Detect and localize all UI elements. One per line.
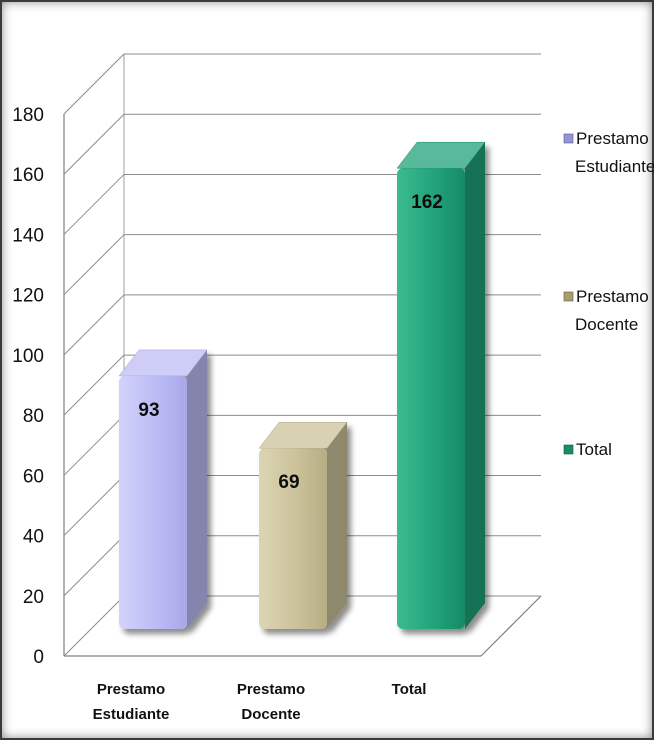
bars: 93 69 162	[118, 141, 486, 629]
y-tick-label: 160	[12, 165, 44, 186]
gridline-side-120	[63, 234, 125, 296]
gridline-side-180	[63, 53, 125, 115]
bar-front-1	[119, 375, 187, 629]
x-axis-labels: Prestamo Estudiante Prestamo Docente Total	[93, 681, 427, 723]
bar-side-1	[187, 349, 207, 629]
bar-front-2	[259, 448, 327, 629]
gridline-side-80	[63, 354, 125, 416]
y-tick-label: 40	[23, 527, 44, 548]
gridline-side-40	[63, 475, 125, 536]
bar-side-3	[465, 142, 485, 629]
legend: Prestamo Estudiante Prestamo Docente Total	[563, 129, 654, 459]
y-tick-label: 60	[23, 466, 44, 487]
bar-value-label-3: 162	[411, 192, 443, 213]
bar-top-2	[258, 421, 348, 449]
legend-label-1: Prestamo Estudiante	[575, 129, 654, 176]
y-tick-label: 20	[23, 587, 44, 608]
y-tick-label: 80	[23, 406, 44, 427]
y-axis-ticks: 0 20 40 60 80 100 120 140 160 180	[12, 105, 44, 668]
gridline-side-20	[63, 535, 125, 597]
bar-front-3	[397, 168, 465, 629]
x-tick-label-3: Total	[392, 681, 427, 698]
y-tick-label: 100	[12, 346, 44, 367]
x-tick-label-1: Prestamo Estudiante	[93, 681, 170, 723]
bar-3: 162	[396, 141, 486, 629]
bar-value-label-1: 93	[138, 400, 159, 421]
legend-label-2: Prestamo Docente	[575, 287, 649, 334]
legend-swatch-1	[563, 133, 574, 144]
gridline-side-60	[63, 414, 125, 476]
y-tick-label: 140	[12, 225, 44, 246]
legend-label-3: Total	[576, 440, 612, 459]
bar-value-label-2: 69	[278, 472, 299, 493]
gridline-side-160	[63, 113, 125, 175]
legend-item-2: Prestamo Docente	[563, 287, 649, 334]
gridline-side-100	[63, 294, 125, 356]
y-tick-label: 0	[33, 647, 44, 668]
y-tick-label: 120	[12, 286, 44, 307]
gridline-side-0	[63, 595, 125, 657]
bar-side-2	[327, 422, 347, 629]
bar-chart: 0 20 40 60 80 100 120 140 160 180 93 69 162 Prestam…	[12, 53, 654, 723]
bar-1: 93	[118, 349, 208, 629]
bar-2: 69	[258, 421, 348, 629]
legend-swatch-3	[563, 444, 574, 455]
floor-right-edge	[480, 595, 542, 657]
legend-item-1: Prestamo Estudiante	[563, 129, 654, 176]
y-tick-label: 180	[12, 105, 44, 126]
x-tick-label-2: Prestamo Docente	[237, 681, 305, 723]
legend-swatch-2	[563, 291, 574, 302]
gridline-side-140	[63, 174, 125, 235]
legend-item-3: Total	[563, 440, 612, 459]
